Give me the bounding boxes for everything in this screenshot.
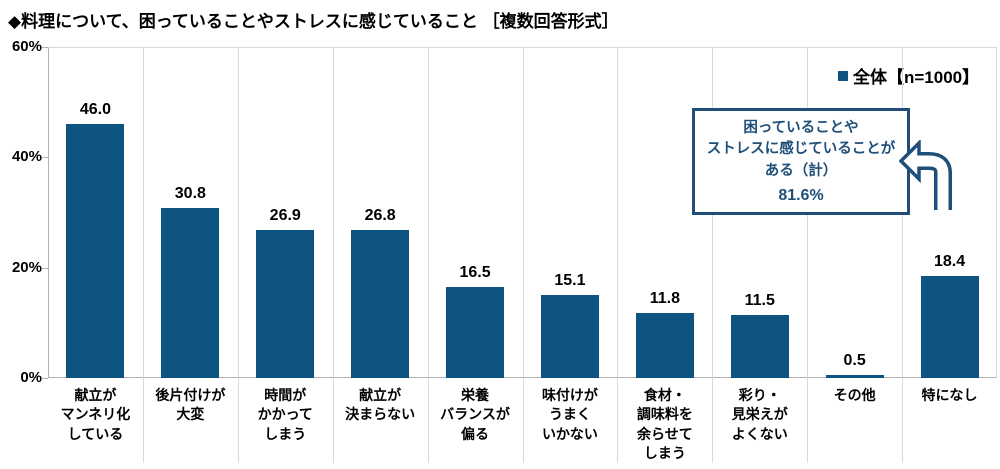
y-axis-tick-label: 20% [11, 258, 42, 276]
legend: 全体【n=1000】 [838, 63, 979, 88]
bar [825, 375, 884, 378]
bar-value-label: 11.5 [744, 291, 775, 309]
category-label: 彩り・ 見栄えが よくない [731, 387, 788, 442]
bar-value-label: 30.8 [174, 185, 206, 203]
y-axis-tick-label: 60% [11, 38, 42, 55]
column-separator [617, 47, 619, 463]
y-axis-tick-mark [42, 267, 48, 269]
category-label: その他 [833, 387, 876, 403]
callout-text: 困っていることや ストレスに感じていることが ある（計） [706, 120, 896, 179]
category-label: 献立が 決まらない [345, 387, 416, 423]
bar-value-label: 18.4 [933, 253, 966, 271]
column-separator [522, 47, 524, 463]
y-axis-tick-label: 0% [20, 369, 42, 386]
bar-value-label: 46.0 [79, 101, 112, 119]
column-separator [712, 47, 714, 463]
category-label: 特になし [921, 387, 978, 403]
bar [540, 294, 599, 378]
bar-value-label: 11.8 [649, 289, 680, 307]
bar [920, 276, 979, 378]
bar-value-label: 16.5 [459, 263, 491, 281]
category-label: 時間が かかって しまう [257, 387, 313, 442]
category-label: 栄養 バランスが 偏る [440, 387, 510, 442]
category-label: 献立が マンネリ化 している [60, 387, 131, 442]
bar [446, 286, 505, 378]
bar [351, 230, 410, 378]
y-axis-tick-mark [42, 47, 48, 48]
category-label: 味付けが うまく いかない [541, 387, 598, 442]
bar-value-label: 15.1 [554, 271, 586, 289]
column-separator [902, 47, 904, 463]
bar-value-label: 26.9 [269, 206, 301, 224]
column-separator [807, 47, 809, 463]
column-separator [427, 47, 429, 463]
legend-label: 全体【n=1000】 [853, 68, 980, 87]
curved-arrow-icon [899, 140, 952, 210]
bar-value-label: 0.5 [843, 352, 866, 369]
bar [161, 208, 220, 378]
bar [256, 229, 315, 378]
bar [730, 314, 789, 378]
y-axis-tick-mark [42, 157, 48, 159]
category-label: 食材・ 調味料を 余らせて しまう [636, 387, 693, 461]
column-separator [332, 47, 334, 463]
callout-box: 困っていることや ストレスに感じていることが ある（計） 81.6% [692, 108, 910, 215]
chart-title: ◆料理について、困っていることやストレスに感じていること ［複数回答形式］ [8, 12, 619, 31]
column-separator [142, 47, 144, 463]
column-separator [237, 47, 239, 463]
legend-marker-square-icon [838, 70, 848, 81]
bar [66, 124, 125, 378]
y-axis-tick-mark [42, 378, 48, 379]
bar [635, 312, 694, 378]
y-axis-tick-label: 40% [11, 148, 42, 166]
callout-value: 81.6% [778, 186, 824, 204]
bar-value-label: 26.8 [364, 207, 396, 225]
category-label: 後片付けが 大変 [155, 387, 226, 423]
